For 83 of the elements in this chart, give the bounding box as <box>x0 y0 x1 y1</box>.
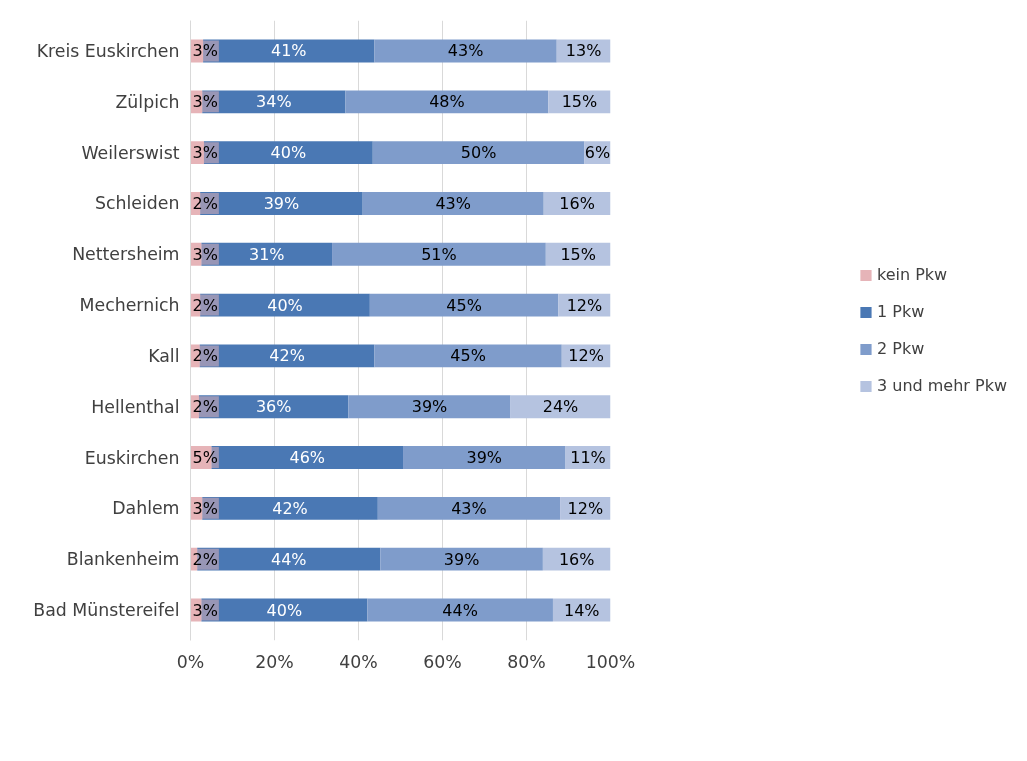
legend-label: 1 Pkw <box>876 302 925 321</box>
y-tick-label: Nettersheim <box>72 244 180 265</box>
data-label: 16% <box>559 193 595 213</box>
data-label: 34% <box>256 92 292 112</box>
data-label: 12% <box>567 498 604 518</box>
bar <box>403 446 566 469</box>
data-label: 48% <box>429 92 465 112</box>
data-label: 40% <box>266 600 303 620</box>
data-label: 24% <box>542 397 579 417</box>
data-label: 44% <box>271 549 307 569</box>
data-label: 39% <box>411 397 448 417</box>
bar <box>374 344 562 368</box>
bar <box>510 395 611 419</box>
y-tick-label: Schleiden <box>95 193 180 214</box>
data-label: 11% <box>570 448 606 468</box>
x-tick-label: 80% <box>507 651 546 672</box>
data-label: 12% <box>566 295 603 315</box>
y-tick-label: Kall <box>148 345 180 366</box>
data-label: 36% <box>255 397 292 417</box>
legend-label: 3 und mehr Pkw <box>876 376 1008 395</box>
data-label: 42% <box>272 498 308 518</box>
data-label: 42% <box>269 346 305 366</box>
data-label: 31% <box>248 244 285 264</box>
y-tick-label: Euskirchen <box>84 447 180 468</box>
data-label: 14% <box>563 600 600 620</box>
data-label: 46% <box>289 448 326 468</box>
data-label: 2% <box>192 346 218 366</box>
x-tick-label: 0% <box>176 651 205 672</box>
x-tick-label: 20% <box>255 651 294 672</box>
y-tick-label: Hellenthal <box>91 396 180 417</box>
data-label: 40% <box>270 143 307 163</box>
bar <box>348 395 511 419</box>
data-label: 39% <box>263 193 300 213</box>
data-label: 3% <box>192 41 218 61</box>
data-label: 39% <box>466 448 503 468</box>
bar <box>367 598 553 622</box>
data-label: 40% <box>267 295 303 315</box>
data-label: 2% <box>192 397 218 417</box>
bar <box>377 496 561 520</box>
data-label: 6% <box>584 143 611 163</box>
x-tick-label: 100% <box>585 651 636 672</box>
data-label: 2% <box>192 193 218 213</box>
data-label: 16% <box>558 549 595 569</box>
bar <box>380 547 543 571</box>
data-label: 43% <box>447 41 484 61</box>
x-tick-label: 60% <box>423 651 462 672</box>
data-label: 3% <box>192 600 218 620</box>
data-label: 15% <box>560 244 596 264</box>
bar <box>372 141 585 165</box>
y-tick-label: Blankenheim <box>66 549 180 570</box>
data-label: 50% <box>460 143 497 163</box>
data-label: 2% <box>192 295 218 315</box>
bar <box>374 39 557 63</box>
data-label: 43% <box>435 193 471 213</box>
data-label: 41% <box>271 41 307 61</box>
y-tick-label: Zülpich <box>115 91 180 112</box>
bar <box>369 293 559 317</box>
data-label: 51% <box>421 244 457 264</box>
y-tick-label: Weilerswist <box>81 142 180 163</box>
data-label: 15% <box>561 92 598 112</box>
y-tick-label: Bad Münstereifel <box>33 600 180 621</box>
data-label: 3% <box>192 498 218 518</box>
data-label: 3% <box>192 143 218 163</box>
y-tick-label: Kreis Euskirchen <box>36 40 180 61</box>
bar <box>332 242 546 266</box>
legend-label: 2 Pkw <box>876 339 925 358</box>
data-label: 44% <box>442 600 478 620</box>
bar <box>345 90 549 114</box>
x-tick-label: 40% <box>339 651 378 672</box>
y-tick-label: Dahlem <box>112 498 180 519</box>
data-label: 3% <box>192 92 218 112</box>
data-label: 45% <box>446 295 482 315</box>
data-label: 39% <box>443 549 480 569</box>
data-label: 2% <box>192 549 218 569</box>
data-label: 12% <box>568 346 604 366</box>
data-label: 3% <box>192 244 218 264</box>
data-label: 13% <box>565 41 602 61</box>
data-label: 45% <box>450 346 486 366</box>
data-label: 5% <box>192 448 218 468</box>
bar <box>362 192 544 215</box>
legend-label: kein Pkw <box>876 265 948 284</box>
y-tick-label: Mechernich <box>79 295 180 316</box>
data-label: 43% <box>451 498 487 518</box>
